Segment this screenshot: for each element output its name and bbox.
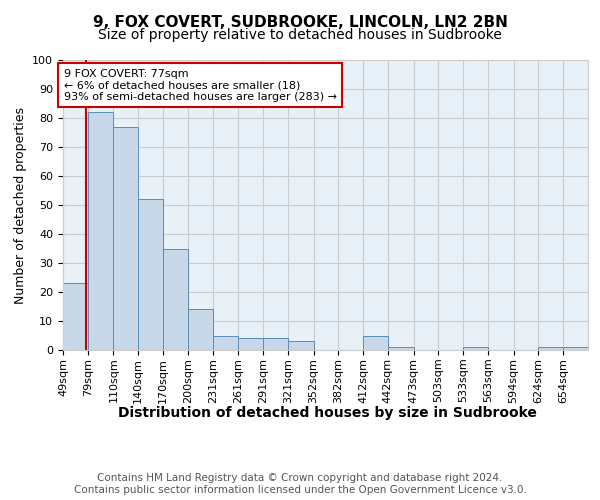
Bar: [163, 248, 188, 350]
Bar: [188, 310, 214, 350]
Bar: [214, 336, 238, 350]
Bar: [388, 347, 413, 350]
Text: Distribution of detached houses by size in Sudbrooke: Distribution of detached houses by size …: [118, 406, 536, 419]
Bar: [263, 338, 288, 350]
Bar: [113, 126, 138, 350]
Text: Contains HM Land Registry data © Crown copyright and database right 2024.
Contai: Contains HM Land Registry data © Crown c…: [74, 474, 526, 495]
Bar: [538, 347, 563, 350]
Text: 9, FOX COVERT, SUDBROOKE, LINCOLN, LN2 2BN: 9, FOX COVERT, SUDBROOKE, LINCOLN, LN2 2…: [92, 15, 508, 30]
Text: Size of property relative to detached houses in Sudbrooke: Size of property relative to detached ho…: [98, 28, 502, 42]
Bar: [88, 112, 113, 350]
Text: 9 FOX COVERT: 77sqm
← 6% of detached houses are smaller (18)
93% of semi-detache: 9 FOX COVERT: 77sqm ← 6% of detached hou…: [64, 68, 337, 102]
Bar: [563, 347, 588, 350]
Bar: [238, 338, 263, 350]
Bar: [463, 347, 488, 350]
Bar: [63, 284, 88, 350]
Bar: [363, 336, 388, 350]
Bar: [138, 199, 163, 350]
Y-axis label: Number of detached properties: Number of detached properties: [14, 106, 27, 304]
Bar: [288, 342, 314, 350]
